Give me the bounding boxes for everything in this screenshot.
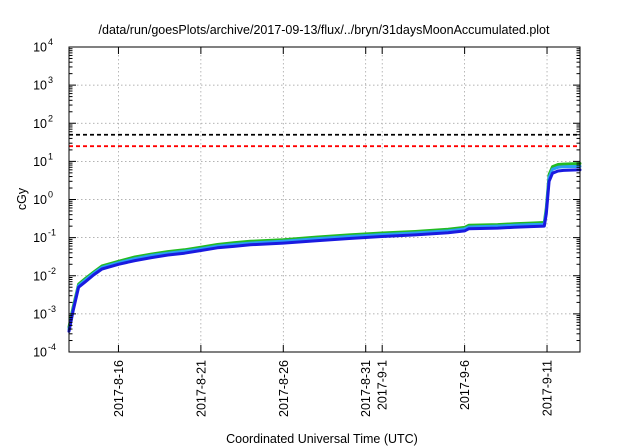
- y-tick-label: 10 1: [33, 151, 53, 169]
- series-line: [67, 162, 582, 329]
- y-tick-exponent: -2: [48, 266, 56, 276]
- y-tick-label: 10 -3: [33, 304, 56, 322]
- threshold-lines: [69, 133, 580, 148]
- x-tick-label: 2017-9-1: [376, 360, 390, 410]
- y-tick-exponent: 4: [48, 37, 53, 47]
- y-tick-base: 10: [33, 41, 47, 55]
- y-tick-exponent: -4: [48, 342, 56, 352]
- y-tick-base: 10: [33, 193, 47, 207]
- x-tick-label: 2017-8-31: [359, 360, 373, 417]
- x-tick-label: 2017-8-26: [277, 360, 291, 417]
- x-tick-label: 2017-8-21: [194, 360, 208, 417]
- y-tick-label: 10 -1: [33, 228, 56, 246]
- x-tick-labels: 2017-8-16 2017-8-21 2017-8-26 2017-8-31 2017…: [112, 360, 555, 417]
- y-tick-label: 10 2: [33, 113, 53, 131]
- data-series: [67, 162, 582, 333]
- y-tick-exponent: -3: [48, 304, 56, 314]
- y-tick-base: 10: [33, 79, 47, 93]
- x-tick-label: 2017-9-11: [541, 360, 555, 416]
- y-tick-exponent: -1: [48, 228, 56, 238]
- y-tick-label: 10 -4: [33, 342, 56, 360]
- y-tick-exponent: 3: [48, 75, 53, 85]
- y-tick-label: 10 0: [33, 190, 53, 208]
- series-line: [67, 164, 582, 331]
- x-tick-label: 2017-9-6: [458, 360, 472, 410]
- y-tick-base: 10: [33, 155, 47, 169]
- y-tick-base: 10: [33, 269, 47, 283]
- x-tick-label: 2017-8-16: [112, 360, 126, 417]
- ticks: [69, 46, 580, 353]
- y-tick-exponent: 2: [48, 113, 53, 123]
- series-line: [67, 168, 582, 333]
- y-tick-exponent: 1: [48, 151, 53, 161]
- x-axis-label: Coordinated Universal Time (UTC): [226, 432, 418, 446]
- grid: [69, 47, 580, 352]
- y-axis-label: cGy: [15, 187, 29, 210]
- chart-title: /data/run/goesPlots/archive/2017-09-13/f…: [99, 23, 550, 37]
- y-tick-exponent: 0: [48, 190, 53, 200]
- y-tick-label: 10 -2: [33, 266, 56, 284]
- y-tick-base: 10: [33, 307, 47, 321]
- y-tick-base: 10: [33, 346, 47, 360]
- y-tick-label: 10 4: [33, 37, 53, 55]
- y-tick-base: 10: [33, 117, 47, 131]
- y-tick-base: 10: [33, 231, 47, 245]
- y-tick-label: 10 3: [33, 75, 53, 93]
